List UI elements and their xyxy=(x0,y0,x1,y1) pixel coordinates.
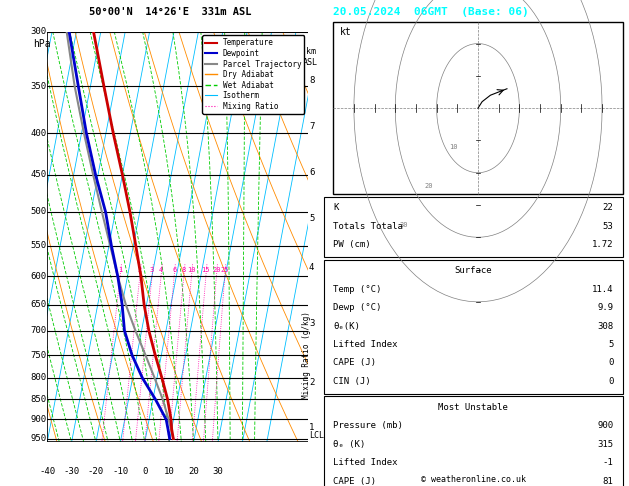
Text: 308: 308 xyxy=(598,322,613,330)
Text: 25: 25 xyxy=(221,267,229,273)
Text: 2: 2 xyxy=(138,267,142,273)
Text: 6: 6 xyxy=(172,267,176,273)
Text: -40: -40 xyxy=(39,467,55,476)
Text: 4: 4 xyxy=(159,267,163,273)
Text: 10: 10 xyxy=(164,467,174,476)
Text: PW (cm): PW (cm) xyxy=(333,241,371,249)
Text: 800: 800 xyxy=(30,373,47,382)
Text: 20: 20 xyxy=(424,183,433,189)
Bar xyxy=(333,22,623,194)
Text: 700: 700 xyxy=(30,326,47,335)
Text: 1: 1 xyxy=(118,267,122,273)
Text: © weatheronline.co.uk: © weatheronline.co.uk xyxy=(421,474,526,484)
Text: 20.05.2024  06GMT  (Base: 06): 20.05.2024 06GMT (Base: 06) xyxy=(333,7,529,17)
Text: 600: 600 xyxy=(30,272,47,281)
Bar xyxy=(324,197,623,257)
Text: 0: 0 xyxy=(608,377,613,386)
Text: 30: 30 xyxy=(213,467,223,476)
Text: -1: -1 xyxy=(603,458,613,467)
Text: θₑ(K): θₑ(K) xyxy=(333,322,360,330)
Text: 20: 20 xyxy=(188,467,199,476)
Text: 30: 30 xyxy=(399,222,408,227)
Text: 350: 350 xyxy=(30,82,47,90)
Text: LCL: LCL xyxy=(309,432,324,440)
Text: 8: 8 xyxy=(182,267,186,273)
Text: 6: 6 xyxy=(309,168,314,177)
Text: CIN (J): CIN (J) xyxy=(333,377,371,386)
Text: 3: 3 xyxy=(309,319,314,328)
Text: 10: 10 xyxy=(449,144,457,150)
Text: 3: 3 xyxy=(150,267,154,273)
Text: hPa: hPa xyxy=(33,39,51,49)
Text: 7: 7 xyxy=(309,122,314,131)
Text: -10: -10 xyxy=(113,467,128,476)
Text: 11.4: 11.4 xyxy=(592,285,613,294)
Bar xyxy=(324,396,623,486)
Text: 900: 900 xyxy=(30,415,47,424)
Text: 315: 315 xyxy=(598,440,613,449)
Text: Pressure (mb): Pressure (mb) xyxy=(333,421,403,430)
Text: 500: 500 xyxy=(30,208,47,216)
Text: 22: 22 xyxy=(603,204,613,212)
Text: 0: 0 xyxy=(608,359,613,367)
Text: -20: -20 xyxy=(88,467,104,476)
Text: 950: 950 xyxy=(30,434,47,443)
Text: 5: 5 xyxy=(608,340,613,349)
Text: 81: 81 xyxy=(603,477,613,486)
Text: Totals Totala: Totals Totala xyxy=(333,222,403,231)
Bar xyxy=(324,260,623,394)
Text: 5: 5 xyxy=(309,214,314,224)
Text: 650: 650 xyxy=(30,300,47,309)
Text: 400: 400 xyxy=(30,129,47,138)
Legend: Temperature, Dewpoint, Parcel Trajectory, Dry Adiabat, Wet Adiabat, Isotherm, Mi: Temperature, Dewpoint, Parcel Trajectory… xyxy=(202,35,304,114)
Text: K: K xyxy=(333,204,338,212)
Text: Surface: Surface xyxy=(455,266,492,275)
Text: Temp (°C): Temp (°C) xyxy=(333,285,382,294)
Text: 850: 850 xyxy=(30,395,47,404)
Text: 0: 0 xyxy=(142,467,147,476)
Text: 1.72: 1.72 xyxy=(592,241,613,249)
Text: 4: 4 xyxy=(309,263,314,272)
Text: 750: 750 xyxy=(30,350,47,360)
Text: Mixing Ratio (g/kg): Mixing Ratio (g/kg) xyxy=(303,311,311,399)
Text: Lifted Index: Lifted Index xyxy=(333,340,398,349)
Text: 550: 550 xyxy=(30,241,47,250)
Text: Dewp (°C): Dewp (°C) xyxy=(333,303,382,312)
Text: 20: 20 xyxy=(212,267,221,273)
Text: 900: 900 xyxy=(598,421,613,430)
Text: 50°00'N  14°26'E  331m ASL: 50°00'N 14°26'E 331m ASL xyxy=(89,7,251,17)
Text: CAPE (J): CAPE (J) xyxy=(333,477,376,486)
Text: 2: 2 xyxy=(309,378,314,387)
Text: 53: 53 xyxy=(603,222,613,231)
Text: Most Unstable: Most Unstable xyxy=(438,403,508,412)
Text: Lifted Index: Lifted Index xyxy=(333,458,398,467)
Text: 8: 8 xyxy=(309,76,314,86)
Text: 10: 10 xyxy=(187,267,196,273)
Text: -30: -30 xyxy=(64,467,80,476)
Text: 1: 1 xyxy=(309,423,314,432)
Text: CAPE (J): CAPE (J) xyxy=(333,359,376,367)
Text: 300: 300 xyxy=(30,27,47,36)
Text: 15: 15 xyxy=(202,267,210,273)
Text: km
ASL: km ASL xyxy=(303,48,318,67)
Text: 450: 450 xyxy=(30,170,47,179)
Text: 9.9: 9.9 xyxy=(598,303,613,312)
Text: θₑ (K): θₑ (K) xyxy=(333,440,365,449)
Text: kt: kt xyxy=(340,27,351,37)
